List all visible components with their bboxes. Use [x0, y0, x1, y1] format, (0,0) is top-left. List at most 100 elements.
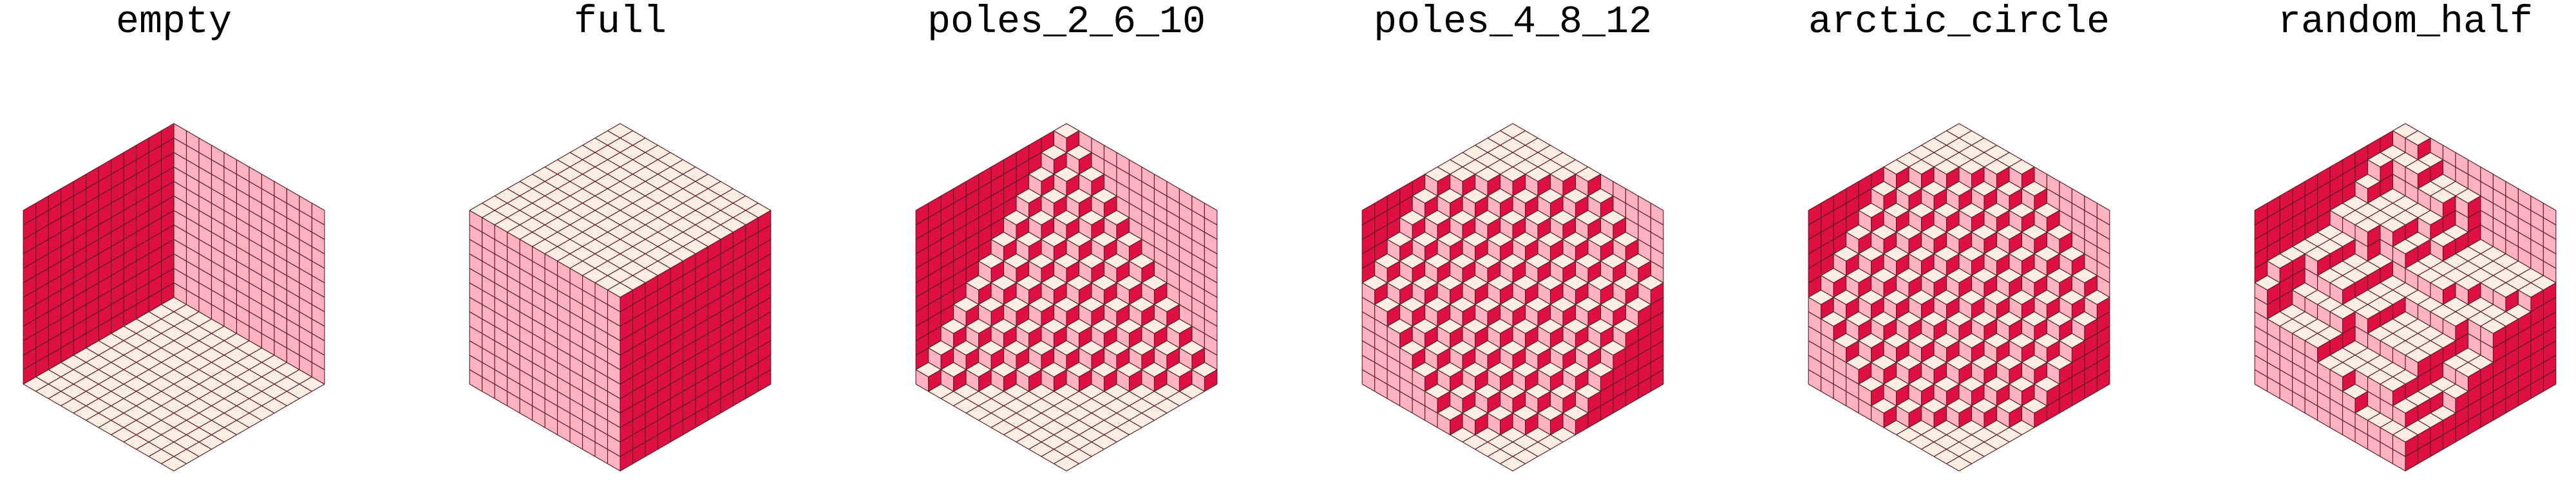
lozenge-tile: [2442, 383, 2468, 400]
lozenge-tile: [1141, 318, 1168, 334]
lozenge-tile: [1437, 362, 1463, 378]
lozenge-tile: [990, 275, 1017, 291]
lozenge-tile: [1575, 340, 1601, 356]
lozenge-tile: [1958, 333, 1985, 349]
lozenge-tile: [1361, 203, 1376, 226]
lozenge-tile: [1487, 318, 1513, 334]
lozenge-tile: [1883, 290, 1909, 305]
lozenge-tile: [2342, 383, 2369, 400]
lozenge-tile: [1028, 210, 1055, 226]
lozenge-tile: [1499, 456, 1526, 472]
lozenge-tile: [1846, 311, 1872, 327]
lozenge-tile: [1128, 297, 1155, 313]
lozenge-tile: [2430, 275, 2456, 291]
lozenge-tile: [1091, 275, 1117, 291]
lozenge-tile: [1575, 253, 1601, 269]
lozenge-tile: [2354, 217, 2381, 233]
lozenge-tile: [2046, 355, 2072, 371]
lozenge-tile: [1028, 166, 1055, 182]
lozenge-tile: [1499, 210, 1526, 226]
lozenge-tile: [1003, 340, 1030, 356]
lozenge-tile: [1958, 159, 1985, 175]
lozenge-tile: [1374, 297, 1401, 313]
lozenge-tile: [1412, 275, 1438, 291]
lozenge-tile: [1399, 297, 1426, 313]
lozenge-tile: [1871, 355, 1897, 371]
lozenge-tile: [1450, 253, 1476, 269]
lozenge-tile: [1883, 246, 1909, 262]
panel-title: poles_4_8_12: [1374, 1, 1652, 44]
lozenge-tile: [1946, 224, 1973, 240]
lozenge-tile: [1128, 340, 1155, 356]
lozenge-tile: [1946, 311, 1973, 327]
lozenge-tile: [1499, 383, 1526, 400]
lozenge-tile: [928, 340, 954, 356]
lozenge-tile: [1871, 224, 1897, 240]
lozenge-tile: [1920, 398, 1947, 414]
lozenge-tile: [1920, 268, 1947, 284]
lozenge-tile: [1958, 290, 1985, 305]
lozenge-tile: [1412, 362, 1438, 378]
lozenge-tile: [2430, 232, 2456, 247]
lozenge-tile: [1908, 246, 1935, 262]
lozenge-tile: [965, 275, 992, 291]
lozenge-tile: [1587, 318, 1614, 334]
lozenge-tile: [1066, 188, 1092, 204]
lozenge-tile: [1537, 188, 1564, 204]
lozenge-tile: [1549, 166, 1576, 182]
lozenge-tile: [2492, 282, 2519, 298]
lozenge-tile: [1512, 232, 1539, 247]
lozenge-tile: [1537, 318, 1564, 334]
lozenge-tile: [1920, 181, 1947, 197]
lozenge-tile: [1858, 290, 1884, 305]
lozenge-tile: [1487, 362, 1513, 378]
lozenge-tile: [1896, 268, 1922, 284]
lozenge-tile: [1896, 398, 1922, 414]
lozenge-tile: [1412, 232, 1438, 247]
lozenge-tile: [1821, 268, 1847, 284]
lozenge-tile: [1587, 362, 1614, 378]
lozenge-tile: [1984, 203, 2010, 218]
lozenge-tile: [2021, 224, 2047, 240]
lozenge-tile: [2254, 275, 2280, 291]
lozenge-tile: [1613, 232, 1639, 247]
lozenge-tile: [1971, 268, 1998, 284]
panel-title: empty: [116, 1, 232, 44]
lozenge-tile: [1053, 253, 1080, 269]
lozenge-tile: [1103, 340, 1130, 356]
lozenge-tile: [1474, 383, 1501, 400]
lozenge-tile: [2392, 427, 2419, 443]
lozenge-tile: [1946, 355, 1973, 371]
lozenge-tile: [1587, 188, 1614, 204]
lozenge-tile: [1537, 232, 1564, 247]
lozenge-tile: [1808, 290, 1834, 305]
lozenge-tile: [2455, 188, 2481, 204]
lozenge-tile: [1462, 188, 1488, 204]
lozenge-tile: [1103, 210, 1130, 226]
lozenge-tile: [1958, 376, 1985, 392]
panel-title: full: [574, 1, 667, 44]
lozenge-tile: [1078, 253, 1105, 269]
panel-title: random_half: [2278, 1, 2533, 44]
lozenge-tile: [915, 203, 929, 226]
lozenge-tile: [1933, 333, 1960, 349]
lozenge-tile: [953, 340, 980, 356]
lozenge-tile: [1066, 145, 1092, 160]
lozenge-tile: [2021, 311, 2047, 327]
lozenge-tile: [1908, 333, 1935, 349]
lozenge-tile: [1896, 355, 1922, 371]
lozenge-tile: [1600, 340, 1626, 356]
lozenge-tile: [1153, 340, 1180, 356]
lozenge-tile: [1524, 166, 1551, 182]
lozenge-tile: [1103, 297, 1130, 313]
lozenge-tile: [1399, 210, 1426, 226]
lozenge-tile: [2354, 304, 2381, 320]
lozenge-tile: [1474, 210, 1501, 226]
lozenge-tile: [1524, 253, 1551, 269]
lozenge-tile: [1575, 210, 1601, 226]
lozenge-tile: [1499, 166, 1526, 182]
lozenge-tile: [1399, 340, 1426, 356]
lozenge-tile: [2009, 159, 2035, 175]
lozenge-tile: [1053, 340, 1080, 356]
lozenge-tile: [1549, 297, 1576, 313]
